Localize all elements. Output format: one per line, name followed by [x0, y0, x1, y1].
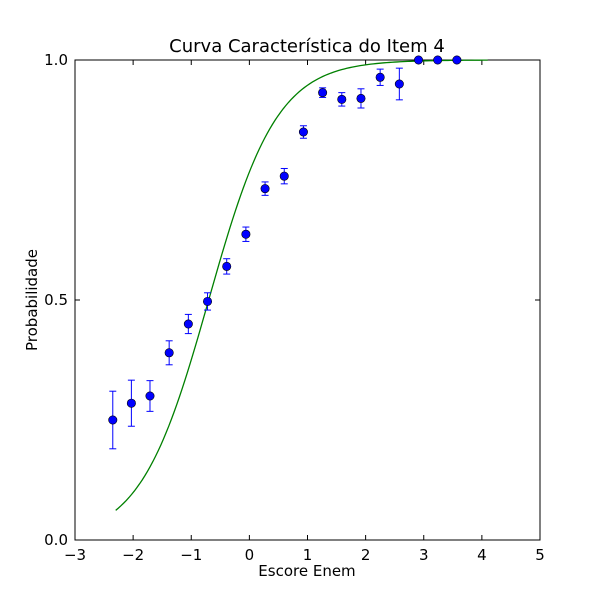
data-point-marker	[241, 229, 251, 239]
data-point	[126, 379, 136, 427]
data-point	[279, 167, 289, 185]
data-point	[222, 258, 232, 275]
data-point-marker	[318, 88, 328, 98]
data-point-marker	[183, 319, 193, 329]
data-point-marker	[126, 398, 136, 408]
data-point-marker	[279, 171, 289, 181]
axis-ticks: −3 −2 −1 0 1 2 3 4 5 0.0 0.5 1.0	[44, 51, 545, 564]
data-point-marker	[394, 79, 404, 89]
data-point	[337, 92, 347, 107]
x-tick-label: −1	[180, 546, 202, 564]
y-tick-label: 0.5	[44, 291, 68, 309]
data-point-marker	[298, 127, 308, 137]
data-point	[318, 87, 328, 98]
data-point-marker	[203, 296, 213, 306]
data-point-marker	[337, 94, 347, 104]
data-point	[375, 68, 385, 86]
data-point-marker	[414, 55, 424, 65]
data-point-marker	[375, 72, 385, 82]
plot-area: −3 −2 −1 0 1 2 3 4 5 0.0 0.5 1.0	[44, 51, 545, 564]
data-point-marker	[433, 55, 443, 65]
y-axis-label: Probabilidade	[23, 249, 41, 351]
x-tick-label: 2	[361, 546, 371, 564]
data-point	[452, 55, 462, 65]
fitted-curve-layer	[115, 59, 488, 511]
data-point	[356, 88, 366, 109]
x-axis-label: Escore Enem	[258, 562, 355, 580]
data-point-marker	[260, 184, 270, 194]
data-points-layer	[108, 55, 462, 450]
data-point	[164, 340, 174, 366]
data-point	[145, 380, 155, 412]
data-point-marker	[222, 261, 232, 271]
data-point-marker	[356, 93, 366, 103]
data-point	[241, 226, 251, 242]
data-point-marker	[145, 391, 155, 401]
x-tick-label: 3	[419, 546, 429, 564]
data-point	[260, 181, 270, 196]
chart-title: Curva Característica do Item 4	[169, 36, 445, 57]
data-point	[394, 67, 404, 101]
x-tick-label: −3	[64, 546, 86, 564]
data-point-marker	[108, 415, 118, 425]
data-point	[108, 390, 118, 450]
x-tick-label: 0	[245, 546, 255, 564]
fitted-curve	[115, 59, 488, 511]
y-tick-label: 0.0	[44, 531, 68, 549]
data-point	[183, 313, 193, 335]
x-tick-label: −2	[122, 546, 144, 564]
data-point	[203, 292, 213, 311]
x-tick-label: 4	[477, 546, 487, 564]
data-point	[414, 55, 424, 65]
data-point-marker	[452, 55, 462, 65]
x-tick-label: 1	[303, 546, 313, 564]
data-point	[298, 125, 308, 139]
data-point-marker	[164, 348, 174, 358]
x-tick-label: 5	[535, 546, 545, 564]
data-point	[433, 55, 443, 65]
y-tick-label: 1.0	[44, 51, 68, 69]
